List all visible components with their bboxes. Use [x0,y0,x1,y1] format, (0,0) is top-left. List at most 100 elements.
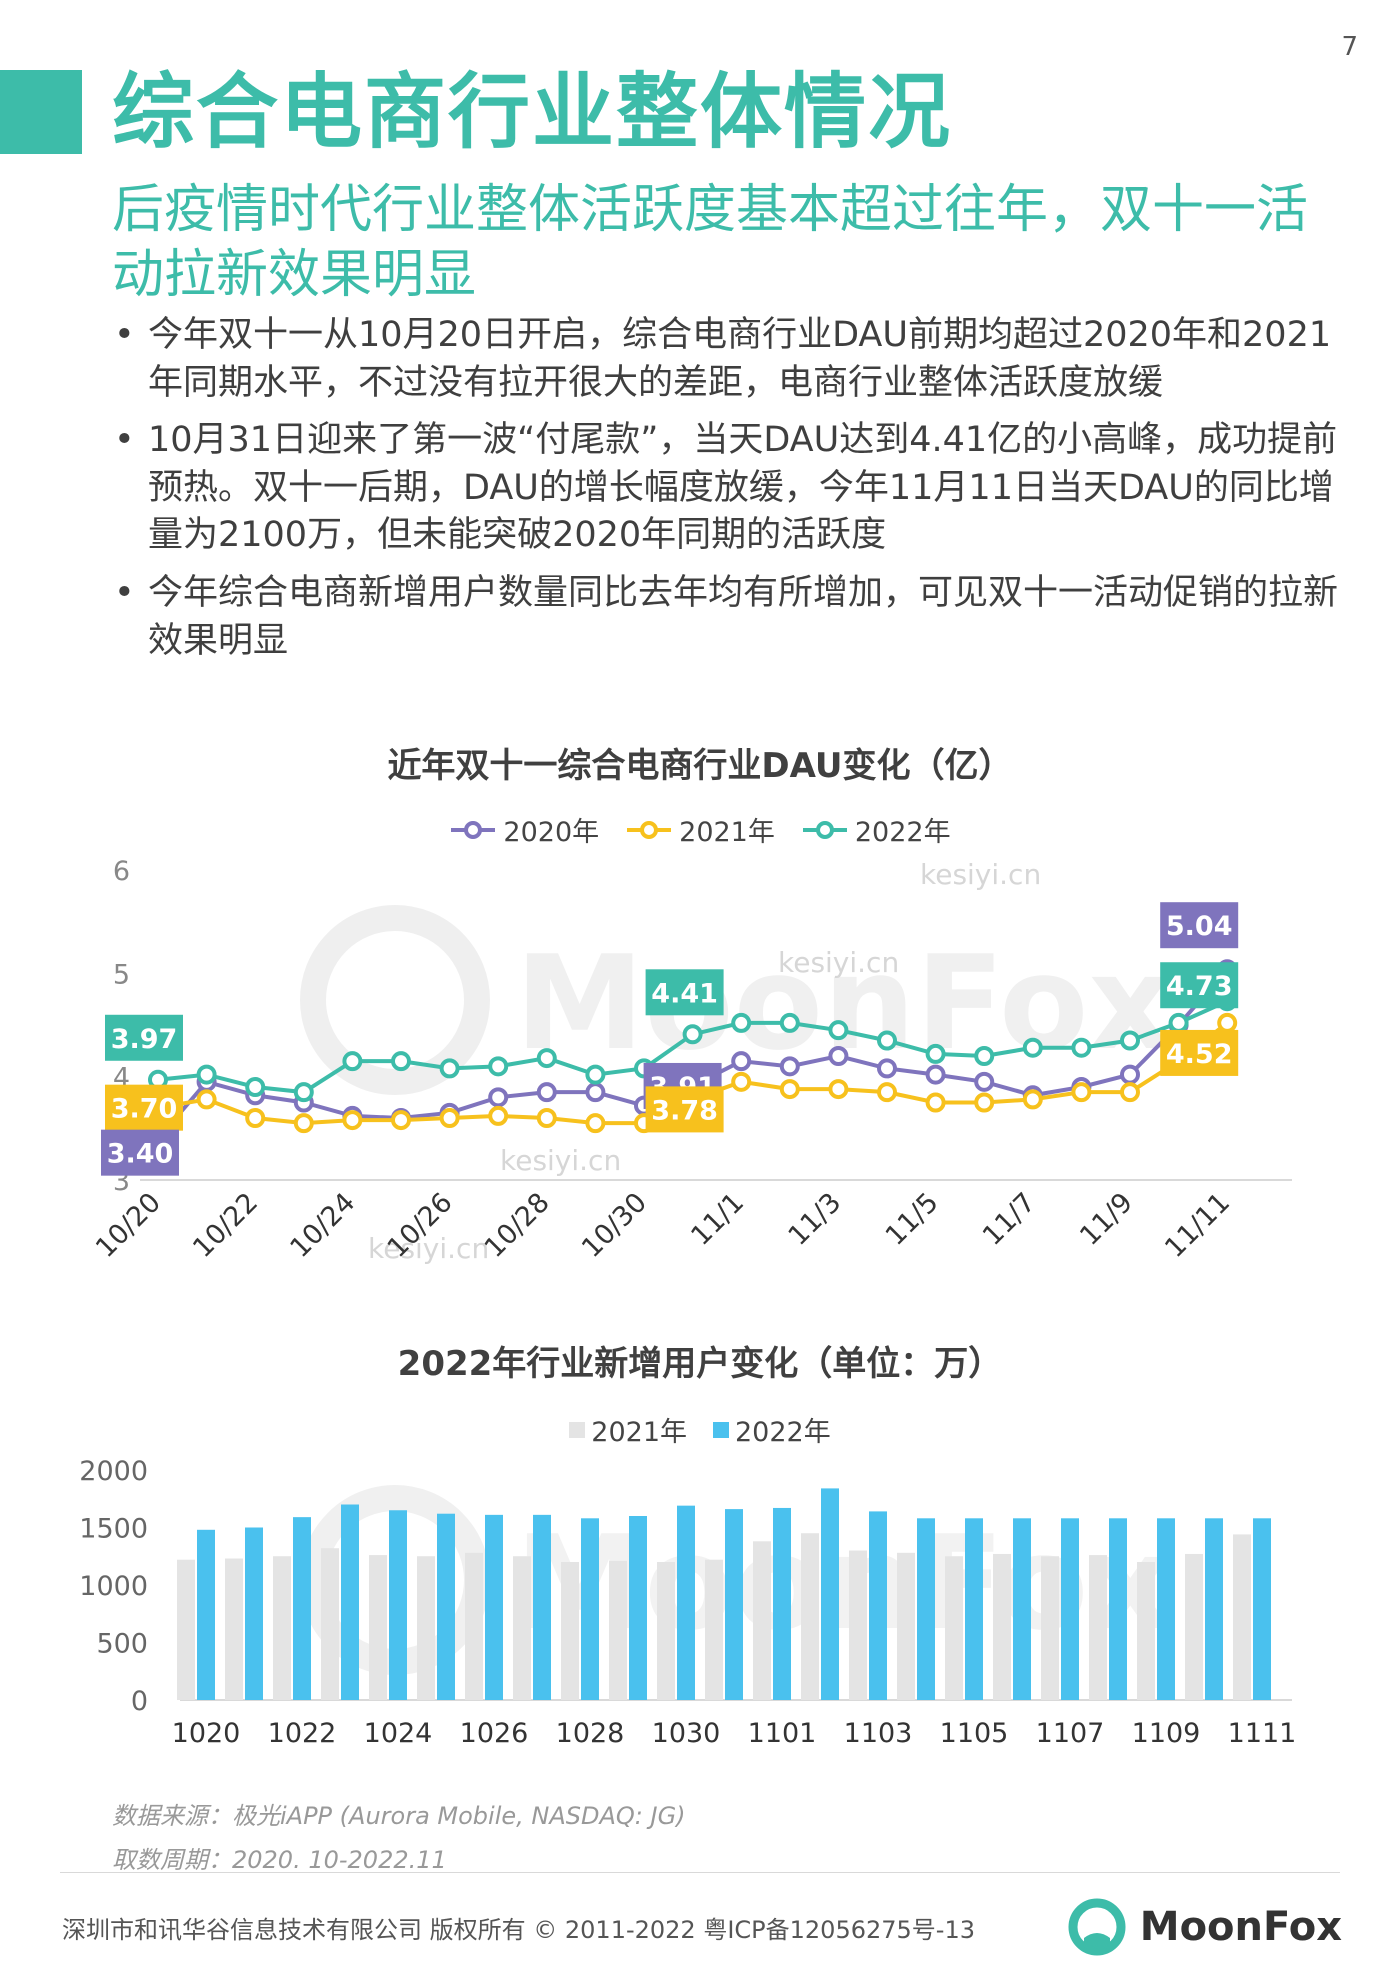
data-point [877,1058,897,1079]
bar-2022 [869,1511,887,1700]
x-tick-label: 10/24 [284,1187,361,1264]
data-point [1022,1037,1043,1058]
data-label: 3.78 [651,1095,718,1126]
x-tick-label: 11/7 [977,1187,1042,1252]
bar-2021 [1137,1562,1155,1700]
moonfox-logo: MoonFox [1064,1894,1342,1960]
new-users-chart-title: 2022年行业新增用户变化（单位：万） [397,1344,1003,1384]
bullet-item: • 10月31日迎来了第一波“付尾款”，当天DAU达到4.41亿的小高峰，成功提前… [112,417,1342,560]
data-label: 4.73 [1166,971,1233,1002]
bar-2021 [225,1558,243,1700]
bar-2021 [609,1560,627,1700]
data-label-box [645,1086,724,1133]
data-point [828,1079,849,1100]
data-point [245,1108,266,1128]
data-point [342,1110,363,1131]
x-tick-label: 10/20 [90,1187,167,1264]
new-users-bar-chart: 0 500 1000 1500 2000 1020 1022 1024 1026 1028 1030… [79,1456,1296,1749]
bar-2021 [1041,1556,1059,1700]
y-tick-label: 0 [131,1686,148,1717]
bar-2021 [273,1556,291,1700]
bar-2022 [1253,1518,1271,1700]
bar-2022 [1013,1518,1031,1700]
page-subtitle: 后疫情时代行业整体活跃度基本超过往年，双十一活动拉新效果明显 [112,180,1309,305]
bar-2021 [993,1553,1011,1700]
data-label-box [101,1129,179,1176]
bar-2022 [533,1514,551,1700]
bar-2022 [341,1504,359,1700]
data-label-box [1160,962,1239,1009]
legend-item-2022: 2022年 [801,810,951,849]
data-point [925,1043,946,1064]
legend-line-marker-icon [451,820,496,839]
x-tick-label: 1103 [844,1718,913,1749]
x-tick-label: 11/3 [783,1187,848,1252]
data-point [925,1064,946,1085]
data-point [439,1108,460,1128]
data-point [293,1113,314,1134]
dau-chart-title: 近年双十一综合电商行业DAU变化（亿） [387,746,1013,786]
bar-2021 [177,1559,195,1700]
bar-2021 [1233,1534,1251,1700]
data-point [974,1071,995,1092]
data-label-box [1160,1029,1239,1076]
data-point [1071,1037,1092,1058]
bullet-item: • 今年双十一从10月20日开启，综合电商行业DAU前期均超过2020年和2021… [112,312,1342,407]
bar-2022 [773,1507,791,1700]
bar-2021 [849,1550,867,1700]
legend-item-2022: 2022年 [713,1410,831,1449]
data-point [488,1087,509,1108]
title-accent-bar [0,70,82,154]
y-tick-label: 1000 [79,1571,148,1602]
data-point [682,1024,703,1045]
x-tick-label: 10/26 [382,1187,459,1264]
bar-2021 [513,1556,531,1700]
bar-2021 [1089,1555,1107,1700]
bar-2022 [917,1518,935,1700]
bar-2022 [725,1509,743,1700]
x-tick-label: 1109 [1132,1718,1201,1749]
data-label-box [105,1014,183,1061]
data-point [488,1056,509,1077]
data-point [585,1082,606,1103]
data-label: 4.52 [1166,1039,1233,1070]
moonfox-logo-icon [1068,1898,1126,1956]
y-tick-label: 5 [113,959,130,990]
bar-2021 [753,1541,771,1700]
data-point [925,1092,946,1113]
data-point [1168,1012,1189,1033]
bar-2021 [465,1552,483,1700]
data-point [342,1051,363,1072]
data-point [293,1082,314,1103]
bar-2022 [1061,1518,1079,1700]
data-label-box [1160,902,1239,949]
bullet-dot-icon: • [114,315,135,355]
bar-2021 [657,1562,675,1700]
data-point [391,1110,411,1131]
bar-2022 [245,1527,263,1700]
bar-2022 [1157,1518,1175,1700]
x-tick-label: 1105 [940,1718,1009,1749]
data-point [731,1012,752,1033]
x-tick-label: 11/11 [1159,1187,1236,1264]
data-source: 数据来源：极光iAPP (Aurora Mobile, NASDAQ: JG) [112,1802,686,1830]
bar-2022 [1109,1518,1127,1700]
legend-item-2021: 2021年 [569,1410,687,1449]
bullet-item: • 今年综合电商新增用户数量同比去年均有所增加，可见双十一活动促销的拉新效果明显 [112,570,1342,665]
legend-item-2020: 2020年 [449,810,599,849]
bar-2021 [321,1548,339,1700]
x-tick-label: 11/5 [880,1187,945,1252]
data-point [391,1051,411,1072]
bar-2021 [369,1555,387,1700]
data-point [731,1051,752,1072]
bar-2022 [629,1516,647,1700]
bar-2022 [677,1505,695,1700]
x-tick-label: 1026 [460,1718,529,1749]
data-point [1022,1089,1043,1110]
footer-copyright: 深圳市和讯华谷信息技术有限公司 版权所有 © 2011-2022 粤ICP备12… [62,1916,975,1944]
dau-chart-legend: 2020年 2021年 2022年 [0,810,1400,849]
data-point [488,1105,509,1126]
data-point [1071,1082,1092,1103]
bar-2022 [437,1513,455,1700]
data-point [779,1056,800,1077]
